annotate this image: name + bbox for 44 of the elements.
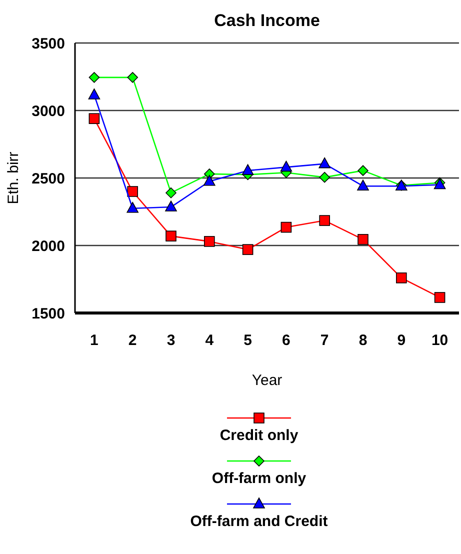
- x-tick-label: 1: [90, 332, 98, 349]
- x-tick-label: 10: [431, 332, 448, 349]
- legend-label: Off-farm and Credit: [190, 513, 328, 530]
- point: [319, 172, 330, 183]
- y-tick-label: 3000: [32, 102, 65, 120]
- x-tick-label: 6: [282, 332, 290, 349]
- y-tick-label: 2000: [32, 238, 65, 255]
- point: [280, 222, 292, 233]
- chart-title: Cash Income: [214, 11, 320, 30]
- x-tick-label: 4: [205, 332, 214, 349]
- legend-label: Credit only: [220, 427, 299, 444]
- y-tick-label: 2500: [32, 170, 65, 188]
- x-tick-label: 7: [320, 332, 329, 349]
- x-tick-label: 5: [244, 332, 252, 349]
- point: [165, 200, 177, 212]
- point: [242, 164, 254, 175]
- point: [396, 272, 407, 284]
- x-tick-label: 8: [358, 332, 368, 349]
- y-tick-label: 3500: [32, 35, 65, 52]
- point: [126, 202, 138, 213]
- point: [127, 72, 138, 83]
- x-tick-label: 9: [397, 332, 406, 349]
- x-tick-label: 3: [166, 332, 176, 349]
- x-tick-label: 2: [128, 332, 137, 349]
- point: [88, 72, 100, 83]
- point: [434, 292, 446, 303]
- y-axis-title: Eth. birr: [5, 152, 22, 204]
- point: [88, 88, 100, 100]
- point: [319, 215, 330, 226]
- point: [280, 160, 292, 172]
- point: [127, 186, 138, 197]
- point: [358, 165, 368, 176]
- point: [166, 187, 176, 198]
- y-tick-label: 1500: [32, 305, 65, 322]
- point: [358, 234, 368, 245]
- point: [357, 180, 369, 190]
- point: [204, 236, 215, 247]
- point: [318, 157, 330, 168]
- x-axis-title: Year: [252, 372, 282, 389]
- point: [204, 174, 216, 186]
- legend-label: Off-farm only: [212, 470, 307, 487]
- point: [242, 244, 254, 255]
- point: [88, 113, 100, 124]
- point: [166, 230, 176, 242]
